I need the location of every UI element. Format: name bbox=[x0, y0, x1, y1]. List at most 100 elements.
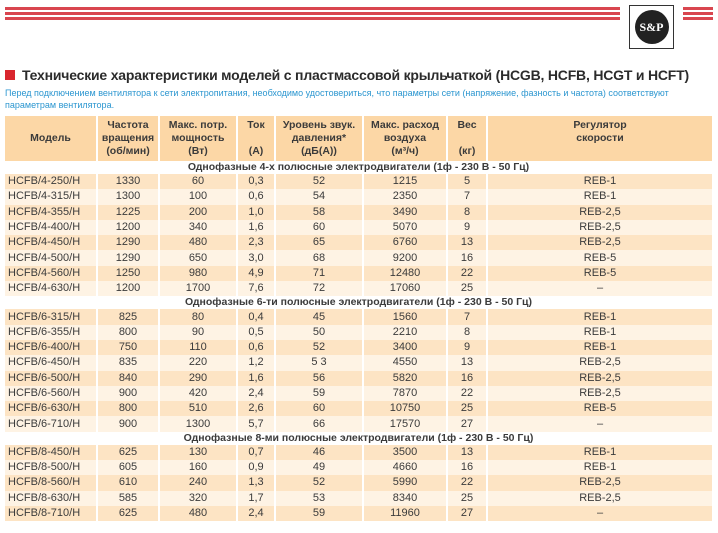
value-cell: 7 bbox=[447, 309, 488, 325]
column-header-line bbox=[489, 145, 711, 158]
column-header-line: Регулятор bbox=[573, 119, 627, 131]
table-row: HCFB/4-315/H 1300 100 0,6 54 2350 7 REB-1 bbox=[5, 189, 712, 205]
model-cell: HCFB/4-355/H bbox=[5, 204, 98, 220]
value-cell: 25 bbox=[447, 490, 488, 506]
value-cell: REB-1 bbox=[487, 339, 712, 356]
model-cell: HCFB/4-400/H bbox=[5, 219, 98, 236]
value-cell: 16 bbox=[447, 460, 488, 476]
value-cell: 27 bbox=[447, 416, 488, 432]
table-row: HCFB/6-630/H 800 510 2,6 60 10750 25 REB-5 bbox=[5, 401, 712, 417]
value-cell: 160 bbox=[159, 460, 238, 476]
value-cell: 54 bbox=[275, 189, 364, 205]
value-cell: 200 bbox=[159, 204, 238, 220]
value-cell: 60 bbox=[159, 174, 238, 190]
value-cell: 7 bbox=[447, 189, 488, 205]
table-row: HCFB/8-710/H 625 480 2,4 59 11960 27– bbox=[5, 505, 712, 522]
value-cell: 5990 bbox=[363, 475, 448, 491]
value-cell: 800 bbox=[97, 401, 160, 417]
column-header: Вес (кг) bbox=[447, 116, 488, 161]
value-cell: 110 bbox=[159, 339, 238, 356]
value-cell: REB-2,5 bbox=[487, 490, 712, 506]
value-cell: 2,3 bbox=[237, 235, 276, 251]
value-cell: 16 bbox=[447, 250, 488, 266]
table-row: HCFB/8-450/H 625 130 0,7 46 3500 13 REB-1 bbox=[5, 444, 712, 461]
model-cell: HCFB/6-630/H bbox=[5, 401, 98, 417]
value-cell: 4550 bbox=[363, 355, 448, 371]
column-header-line: Ток bbox=[247, 119, 265, 131]
column-header-line: (А) bbox=[248, 145, 264, 157]
value-cell: 605 bbox=[97, 460, 160, 476]
column-header-line: мощность bbox=[171, 132, 225, 144]
value-cell: 5,7 bbox=[237, 416, 276, 432]
value-cell: 9 bbox=[447, 219, 488, 236]
value-cell: – bbox=[487, 281, 712, 297]
model-cell: HCFB/6-400/H bbox=[5, 339, 98, 356]
model-cell: HCFB/4-450/H bbox=[5, 235, 98, 251]
value-cell: 1290 bbox=[97, 235, 160, 251]
value-cell: – bbox=[487, 416, 712, 432]
value-cell: 13 bbox=[447, 444, 488, 461]
section-title: Однофазные 6-ти полюсные электродвигател… bbox=[5, 296, 712, 310]
table-row: HCFB/6-400/H 750 110 0,6 52 3400 9 REB-1 bbox=[5, 339, 712, 356]
value-cell: 46 bbox=[275, 444, 364, 461]
value-cell: 6760 bbox=[363, 235, 448, 251]
column-header-line: Макс. расход bbox=[371, 119, 439, 131]
value-cell: 59 bbox=[275, 505, 364, 522]
table-row: HCFB/6-450/H 835 220 1,2 5 3 4550 13 REB-2,5 bbox=[5, 355, 712, 371]
value-cell: REB-2,5 bbox=[487, 385, 712, 402]
value-cell: 0,6 bbox=[237, 189, 276, 205]
value-cell: 90 bbox=[159, 324, 238, 340]
header-stripes bbox=[5, 7, 620, 21]
column-header: Ток (А) bbox=[237, 116, 276, 161]
value-cell: 1290 bbox=[97, 250, 160, 266]
value-cell: 340 bbox=[159, 219, 238, 236]
model-cell: HCFB/8-630/H bbox=[5, 490, 98, 506]
value-cell: 65 bbox=[275, 235, 364, 251]
table-row: HCFB/4-630/H 1200 1700 7,6 72 17060 25– bbox=[5, 281, 712, 297]
column-header-line: воздуха bbox=[383, 132, 427, 144]
value-cell: 2210 bbox=[363, 324, 448, 340]
value-cell: 1,7 bbox=[237, 490, 276, 506]
column-header-line: вращения bbox=[101, 132, 155, 144]
model-cell: HCFB/4-560/H bbox=[5, 265, 98, 282]
value-cell: 0,3 bbox=[237, 174, 276, 190]
value-cell: 1250 bbox=[97, 265, 160, 282]
value-cell: 17060 bbox=[363, 281, 448, 297]
value-cell: 9 bbox=[447, 339, 488, 356]
value-cell: 22 bbox=[447, 265, 488, 282]
column-header: Уровень звук. давления* (дБ(А)) bbox=[275, 116, 364, 161]
value-cell: 840 bbox=[97, 370, 160, 386]
value-cell: 1560 bbox=[363, 309, 448, 325]
model-cell: HCFB/4-315/H bbox=[5, 189, 98, 205]
value-cell: 0,7 bbox=[237, 444, 276, 461]
model-cell: HCFB/8-710/H bbox=[5, 505, 98, 522]
value-cell: 13 bbox=[447, 355, 488, 371]
value-cell: 1330 bbox=[97, 174, 160, 190]
value-cell: 45 bbox=[275, 309, 364, 325]
column-header-line: (Вт) bbox=[188, 145, 208, 157]
value-cell: 130 bbox=[159, 444, 238, 461]
column-header-line bbox=[449, 132, 485, 145]
model-cell: HCFB/8-450/H bbox=[5, 444, 98, 461]
model-cell: HCFB/4-500/H bbox=[5, 250, 98, 266]
value-cell: 1,6 bbox=[237, 219, 276, 236]
table-row: HCFB/4-450/H 1290 480 2,3 65 6760 13 REB-2,5 bbox=[5, 235, 712, 251]
value-cell: 480 bbox=[159, 505, 238, 522]
specs-table: Модель Частота вращения (об/мин) Макс. потр.… bbox=[5, 116, 712, 522]
value-cell: 2350 bbox=[363, 189, 448, 205]
value-cell: 7,6 bbox=[237, 281, 276, 297]
value-cell: 220 bbox=[159, 355, 238, 371]
column-header-line: (кг) bbox=[458, 145, 476, 157]
column-header-line bbox=[239, 132, 273, 145]
table-row: HCFB/6-315/H 825 80 0,4 45 1560 7 REB-1 bbox=[5, 309, 712, 325]
value-cell: 1300 bbox=[97, 189, 160, 205]
value-cell: 1200 bbox=[97, 281, 160, 297]
value-cell: 0,5 bbox=[237, 324, 276, 340]
value-cell: 66 bbox=[275, 416, 364, 432]
column-header-line: Макс. потр. bbox=[168, 119, 228, 131]
value-cell: REB-1 bbox=[487, 309, 712, 325]
value-cell: 5 bbox=[447, 174, 488, 190]
table-row: HCFB/8-560/H 610 240 1,3 52 5990 22 REB-2,5 bbox=[5, 475, 712, 491]
value-cell: 980 bbox=[159, 265, 238, 282]
table-row: HCFB/4-400/H 1200 340 1,6 60 5070 9 REB-2,5 bbox=[5, 219, 712, 236]
